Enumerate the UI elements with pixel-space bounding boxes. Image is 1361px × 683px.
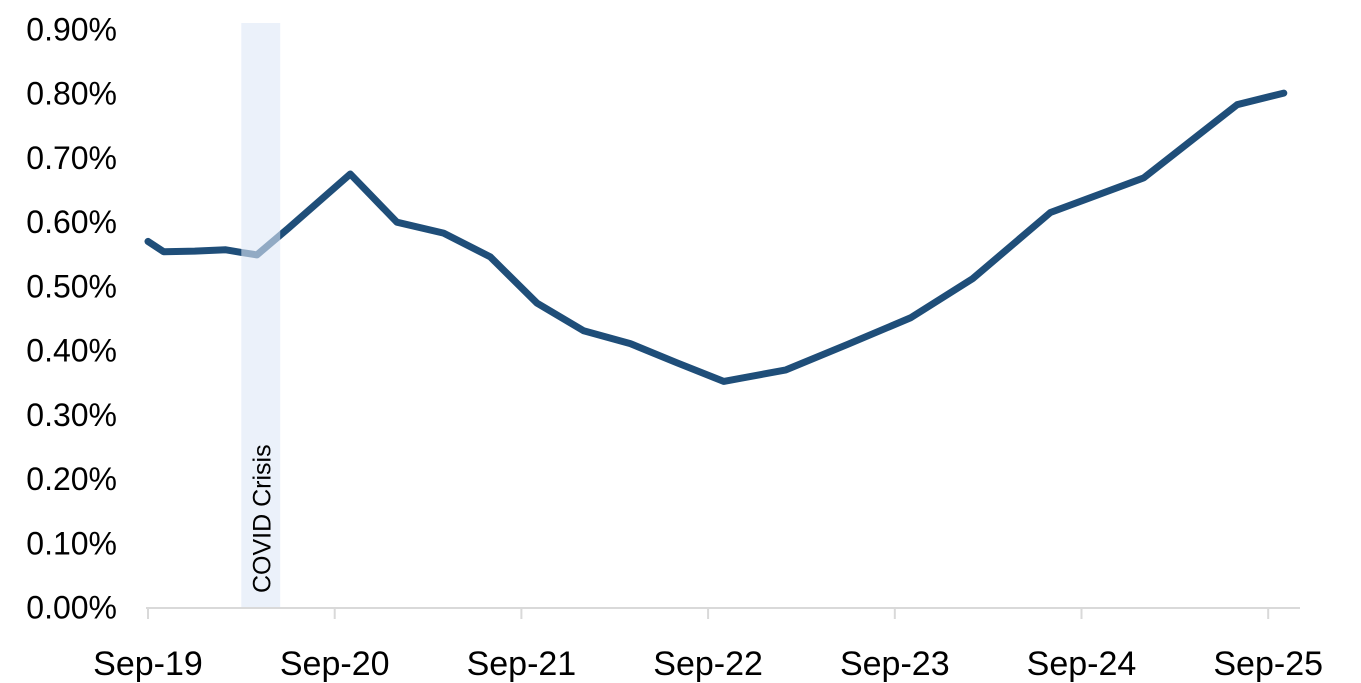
y-tick-label: 0.20% <box>26 461 117 497</box>
y-tick-label: 0.40% <box>26 333 117 369</box>
y-tick-label: 0.30% <box>26 397 117 433</box>
y-tick-label: 0.70% <box>26 140 117 176</box>
y-tick-label: 0.90% <box>26 12 117 48</box>
y-tick-label: 0.80% <box>26 76 117 112</box>
y-tick-label: 0.00% <box>26 590 117 626</box>
covid-band <box>241 23 281 608</box>
x-tick-label: Sep-23 <box>840 645 950 683</box>
series-line <box>144 89 1288 385</box>
y-tick-label: 0.10% <box>26 525 117 561</box>
x-tick-label: Sep-19 <box>93 645 203 683</box>
covid-band-label: COVID Crisis <box>248 444 276 593</box>
x-tick-label: Sep-24 <box>1027 645 1137 683</box>
y-tick-label: 0.60% <box>26 204 117 240</box>
x-tick-label: Sep-21 <box>467 645 577 683</box>
x-tick-label: Sep-25 <box>1213 645 1323 683</box>
x-tick-label: Sep-22 <box>653 645 763 683</box>
x-tick-label: Sep-20 <box>280 645 390 683</box>
y-tick-label: 0.50% <box>26 268 117 304</box>
